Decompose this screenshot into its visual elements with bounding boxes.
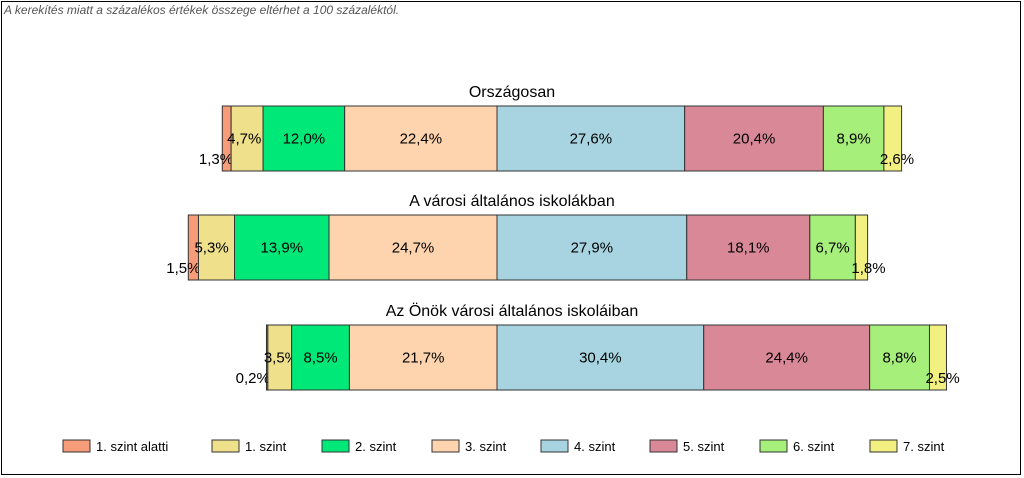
legend-item-2: 1. szint	[211, 439, 287, 454]
row-title: Országosan	[469, 84, 555, 101]
legend-swatch	[649, 439, 678, 453]
legend-item-5: 4. szint	[540, 439, 616, 454]
bar-segment-3	[234, 214, 330, 281]
legend-swatch	[62, 439, 91, 453]
bar-value-label: 24,4%	[765, 350, 808, 367]
legend-label: 7. szint	[903, 439, 945, 454]
legend-label: 6. szint	[793, 439, 835, 454]
legend-label: 2. szint	[355, 439, 397, 454]
legend-label: 3. szint	[465, 439, 507, 454]
legend-label: 5. szint	[683, 439, 725, 454]
legend-swatch	[540, 439, 569, 453]
bar-value-label: 0,2%	[236, 370, 270, 387]
bar-value-label: 8,9%	[837, 131, 871, 148]
legend-item-4: 3. szint	[431, 439, 507, 454]
legend-swatch	[211, 439, 240, 453]
bar-segment-7	[809, 214, 856, 281]
bar-segment-2	[197, 214, 236, 281]
bar-value-label: 20,4%	[733, 131, 776, 148]
legend-item-6: 5. szint	[649, 439, 725, 454]
bar-segment-5	[496, 214, 688, 281]
legend-item-7: 6. szint	[759, 439, 835, 454]
bar-value-label: 22,4%	[400, 131, 443, 148]
legend-swatch	[321, 439, 350, 453]
row-title: Az Önök városi általános iskoláiban	[386, 302, 639, 320]
bar-value-label: 21,7%	[402, 350, 445, 367]
bar-value-label: 1,5%	[166, 260, 200, 277]
bar-segment-8	[928, 324, 947, 391]
bar-segment-7	[822, 105, 885, 172]
bar-value-label: 2,6%	[880, 151, 914, 168]
chart-row-3: Az Önök városi általános iskoláiban 0,2% 3…	[236, 302, 960, 391]
bar-value-label: 24,7%	[392, 240, 435, 257]
legend-item-8: 7. szint	[869, 439, 945, 454]
rounding-note: A kerekítés miatt a százalékos értékek ö…	[4, 3, 400, 17]
bar-segment-4	[344, 105, 498, 172]
legend-item-1: 1. szint alatti	[62, 439, 168, 454]
bar-value-label: 3,5%	[264, 350, 298, 367]
bar-value-label: 5,3%	[194, 240, 228, 257]
bar-value-label: 13,9%	[261, 240, 304, 257]
bar-value-label: 18,1%	[727, 240, 770, 257]
bar-value-label: 8,5%	[303, 350, 337, 367]
bar-value-label: 6,7%	[815, 240, 849, 257]
bar-segment-8	[854, 214, 869, 281]
bar-segment-6	[686, 214, 811, 281]
chart-row-1: Országosan 1,3% 4,7% 12,0% 22,4% 27,6% 20,4% 8,…	[199, 84, 914, 172]
bar-segment-6	[684, 105, 824, 172]
bar-value-label: 1,3%	[199, 151, 233, 168]
bar-segment-5	[496, 324, 705, 391]
bar-segment-6	[703, 324, 871, 391]
chart-rows: Országosan 1,3% 4,7% 12,0% 22,4% 27,6% 20,4% 8,…	[166, 84, 960, 391]
legend-label: 4. szint	[574, 439, 616, 454]
bar-segment-7	[869, 324, 930, 391]
bar-value-label: 30,4%	[579, 350, 622, 367]
legend-item-3: 2. szint	[321, 439, 397, 454]
chart-row-2: A városi általános iskolákban 1,5% 5,3% 13,…	[166, 193, 886, 281]
bar-segment-5	[496, 105, 686, 172]
bar-value-label: 2,5%	[925, 370, 959, 387]
bar-segment-3	[262, 105, 346, 172]
bar-segment-8	[883, 105, 903, 172]
bar-value-label: 4,7%	[227, 131, 261, 148]
bar-value-label: 27,9%	[571, 240, 614, 257]
bar-value-label: 12,0%	[283, 131, 326, 148]
legend-swatch	[869, 439, 898, 453]
legend-swatch	[431, 439, 460, 453]
legend-label: 1. szint alatti	[96, 439, 168, 454]
row-title: A városi általános iskolákban	[409, 193, 614, 210]
bar-segment-3	[291, 324, 350, 391]
bar-value-label: 8,8%	[882, 350, 916, 367]
bar-value-label: 27,6%	[570, 131, 613, 148]
bar-segment-4	[348, 324, 498, 391]
legend-label: 1. szint	[245, 439, 287, 454]
legend: 1. szint alatti 1. szint 2. szint 3. szint 4…	[62, 439, 945, 454]
legend-swatch	[759, 439, 788, 453]
bar-value-label: 1,8%	[851, 260, 885, 277]
